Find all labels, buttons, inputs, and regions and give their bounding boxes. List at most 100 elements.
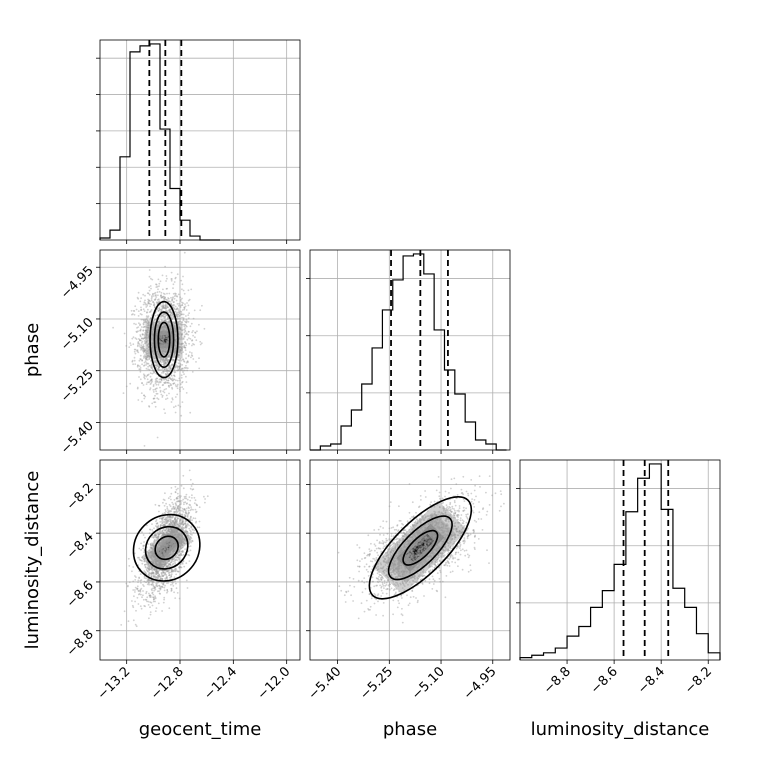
scatter-point (391, 579, 393, 582)
scatter-point (161, 295, 164, 298)
scatter-point (164, 349, 167, 351)
scatter-point (386, 576, 389, 578)
scatter-point (163, 512, 166, 514)
scatter-point (168, 539, 171, 542)
scatter-point (465, 507, 467, 510)
scatter-point (148, 348, 151, 351)
scatter-point (178, 336, 181, 339)
scatter-point (454, 516, 457, 519)
scatter-point (482, 508, 484, 511)
scatter-point (131, 600, 133, 602)
scatter-point (153, 545, 155, 547)
scatter-point (166, 569, 169, 572)
scatter-point (184, 515, 187, 517)
scatter-point (174, 344, 177, 347)
scatter-point (165, 502, 168, 505)
scatter-point (155, 563, 158, 566)
scatter-point (177, 506, 179, 509)
scatter-point (159, 380, 161, 383)
scatter-point (157, 549, 160, 552)
scatter-point (175, 346, 178, 349)
scatter-point (127, 557, 130, 560)
scatter-point (163, 313, 166, 316)
scatter-point (413, 533, 416, 535)
scatter-point (425, 544, 427, 547)
scatter-point (151, 554, 154, 557)
scatter-point (158, 510, 160, 513)
scatter-point (441, 502, 443, 505)
scatter-point (164, 373, 167, 375)
scatter-point (172, 321, 175, 324)
panel-geocent_time-vs-luminosity_distance-density (140, 522, 193, 574)
scatter-point (146, 551, 148, 553)
scatter-point (157, 577, 159, 580)
scatter-point (175, 293, 177, 295)
scatter-point (136, 350, 139, 353)
scatter-point (166, 565, 169, 568)
scatter-point (155, 559, 157, 562)
scatter-point (397, 559, 399, 561)
scatter-point (162, 347, 165, 349)
scatter-point (147, 551, 150, 554)
scatter-point (152, 536, 155, 539)
scatter-point (179, 405, 182, 408)
scatter-point (179, 518, 182, 520)
scatter-point (159, 565, 161, 568)
scatter-point (138, 343, 141, 345)
scatter-point (178, 334, 181, 336)
scatter-point (163, 362, 166, 365)
scatter-point (160, 554, 163, 556)
scatter-point (165, 327, 168, 330)
scatter-point (161, 314, 164, 317)
scatter-point (151, 554, 154, 557)
scatter-point (171, 336, 174, 339)
scatter-point (169, 308, 171, 311)
scatter-point (174, 533, 177, 535)
scatter-point (420, 539, 422, 542)
scatter-point (120, 624, 123, 626)
scatter-point (177, 359, 180, 361)
scatter-point (163, 370, 165, 373)
scatter-point (182, 388, 185, 390)
scatter-point (179, 539, 182, 541)
scatter-point (424, 544, 427, 547)
scatter-point (437, 547, 440, 550)
scatter-point (155, 392, 158, 395)
scatter-point (185, 503, 188, 505)
scatter-point (188, 503, 191, 506)
scatter-point (169, 328, 172, 331)
scatter-point (168, 539, 171, 542)
scatter-point (161, 542, 164, 545)
scatter-point (375, 614, 377, 616)
scatter-point (144, 360, 147, 363)
scatter-point (165, 343, 168, 346)
scatter-point (162, 295, 165, 298)
scatter-point (195, 503, 198, 506)
scatter-point (137, 315, 140, 317)
scatter-point (418, 540, 421, 543)
scatter-point (189, 529, 192, 532)
scatter-point (180, 333, 183, 336)
scatter-point (181, 346, 184, 348)
scatter-point (183, 325, 186, 328)
scatter-point (150, 550, 153, 553)
scatter-point (148, 324, 151, 327)
scatter-point (182, 536, 184, 539)
scatter-point (189, 325, 192, 328)
scatter-point (185, 520, 187, 523)
scatter-point (137, 364, 139, 367)
scatter-point (144, 557, 146, 560)
scatter-point (149, 375, 152, 378)
scatter-point (156, 565, 159, 568)
scatter-point (187, 361, 189, 364)
scatter-point (446, 560, 449, 562)
scatter-point (165, 554, 168, 556)
scatter-point (168, 538, 171, 541)
scatter-point (400, 567, 403, 569)
scatter-point (169, 515, 172, 518)
scatter-point (159, 564, 161, 567)
scatter-point (123, 332, 126, 335)
scatter-point (166, 329, 169, 332)
scatter-point (146, 311, 148, 314)
scatter-point (181, 520, 184, 522)
